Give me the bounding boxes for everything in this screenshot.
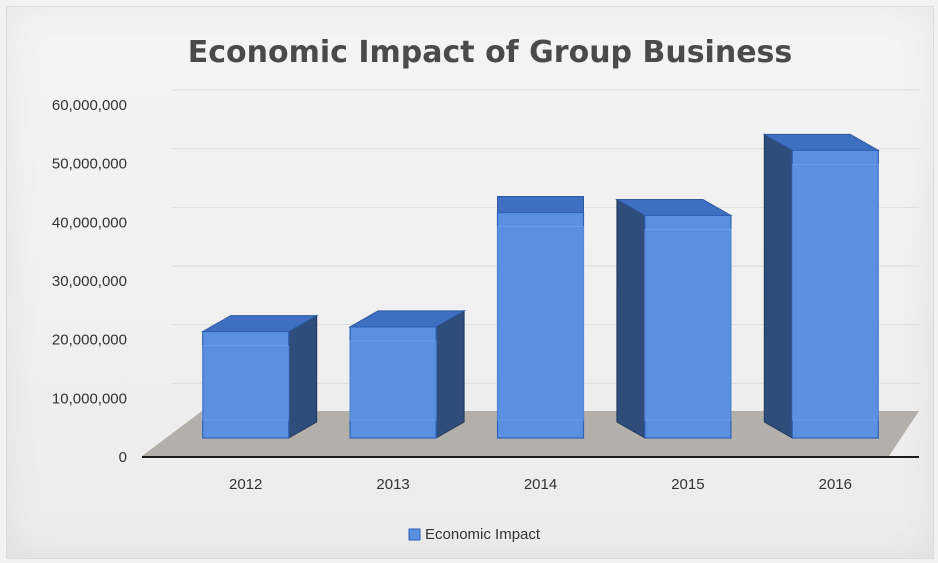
legend-swatch (408, 528, 421, 541)
x-tick-label: 2014 (524, 476, 557, 493)
bar-inner-edge (644, 229, 732, 421)
x-tick-label: 2012 (229, 476, 262, 493)
y-axis-ticks: 0 10,000,000 20,000,000 30,000,000 40,000,00… (52, 97, 127, 466)
bar (496, 196, 585, 439)
x-axis-ticks: 2012 2013 2014 2015 2016 (229, 476, 852, 493)
bar (762, 133, 881, 439)
bar-front (791, 149, 879, 439)
legend: Economic Impact (408, 526, 541, 543)
bar-inner-edge (791, 163, 879, 421)
chart-area: Economic Impact of Group Business 0 10,00… (6, 6, 934, 559)
y-tick-label: 50,000,000 (52, 156, 127, 173)
bar-inner-edge (497, 226, 584, 421)
bar-inner-edge (202, 345, 290, 421)
bar-chart: Economic Impact of Group Business 0 10,00… (52, 35, 919, 543)
y-tick-label: 0 (119, 449, 127, 466)
bar-inner-edge (349, 340, 437, 421)
x-tick-label: 2016 (819, 476, 852, 493)
y-tick-label: 60,000,000 (52, 97, 127, 114)
chart-title: Economic Impact of Group Business (188, 35, 793, 70)
y-tick-label: 30,000,000 (52, 273, 127, 290)
x-tick-label: 2013 (376, 476, 409, 493)
bar-front (349, 326, 437, 439)
y-tick-label: 20,000,000 (52, 332, 127, 349)
bar-top (497, 196, 584, 214)
bar-front (202, 331, 290, 439)
bar-front (644, 214, 732, 439)
bar-front (496, 211, 585, 439)
bar-side (435, 310, 465, 439)
bar (348, 310, 466, 439)
y-tick-label: 10,000,000 (52, 390, 127, 407)
bar-side (288, 314, 318, 439)
bar (200, 314, 319, 439)
x-tick-label: 2015 (671, 476, 704, 493)
y-tick-label: 40,000,000 (52, 214, 127, 231)
bar-side (763, 133, 793, 439)
bar-side (616, 198, 646, 439)
bars (200, 133, 881, 439)
legend-label: Economic Impact (425, 526, 541, 543)
bar (615, 198, 733, 439)
